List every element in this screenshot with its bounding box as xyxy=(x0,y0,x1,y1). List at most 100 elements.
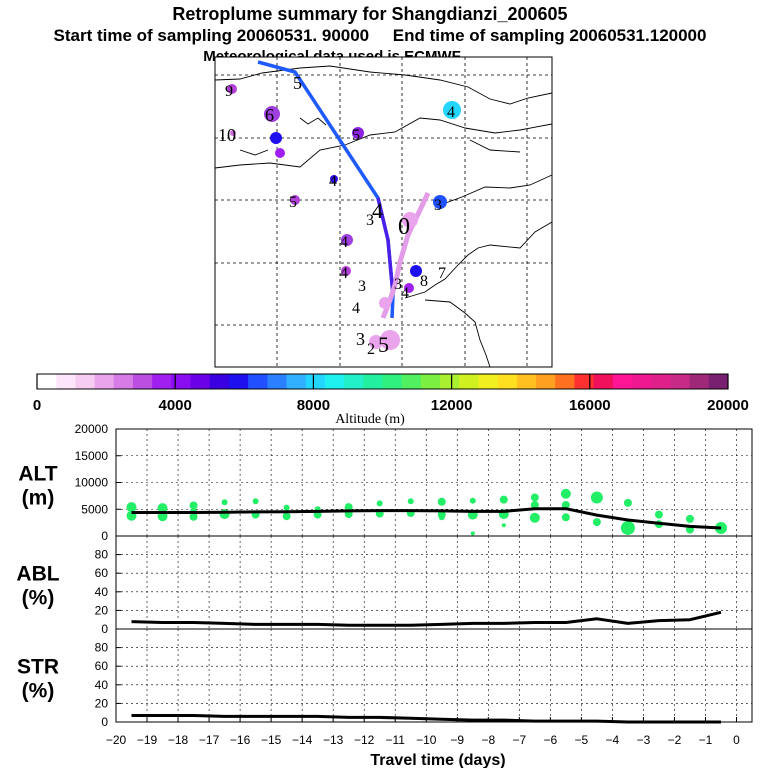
colorbar-swatch xyxy=(708,374,729,389)
x-tick-label: −14 xyxy=(292,733,313,747)
colorbar-swatch xyxy=(37,374,57,389)
x-tick-label: −20 xyxy=(106,733,127,747)
colorbar-swatch xyxy=(267,374,288,389)
map-time-label: 3 xyxy=(434,197,442,214)
panel-frame xyxy=(115,535,753,630)
colorbar-swatch xyxy=(382,374,403,389)
x-tick-label: −1 xyxy=(699,733,713,747)
colorbar-tick-label: 0 xyxy=(33,397,41,414)
colorbar-swatch xyxy=(555,374,575,389)
colorbar-swatch xyxy=(248,374,268,389)
altitude-cluster-point xyxy=(530,493,539,502)
altitude-cluster-point xyxy=(499,495,508,504)
map-time-label: 4 xyxy=(329,173,337,190)
y-axis-unit: (m) xyxy=(22,487,55,510)
colorbar-swatch xyxy=(286,374,307,389)
x-tick-label: −7 xyxy=(512,733,526,747)
colorbar-swatch xyxy=(536,374,556,389)
y-tick-label: 0 xyxy=(101,622,108,636)
colorbar-swatch xyxy=(516,374,537,389)
colorbar-swatch xyxy=(497,374,518,389)
series-line-alt xyxy=(131,507,722,530)
colorbar-swatch xyxy=(459,374,479,389)
colorbar-swatch xyxy=(651,374,671,389)
colorbar-swatch xyxy=(440,374,460,389)
altitude-cluster-point xyxy=(561,513,570,522)
x-tick-label: 0 xyxy=(733,733,740,747)
altitude-cluster-point xyxy=(469,497,476,504)
panel-abl: 80 60 40 20 0 ABL(%) xyxy=(16,535,753,636)
x-tick-label: −17 xyxy=(199,733,220,747)
x-tick-label: −12 xyxy=(354,733,375,747)
altitude-cluster-point xyxy=(592,518,601,527)
colorbar-swatch xyxy=(171,374,192,389)
altitude-cluster-point xyxy=(252,498,259,505)
altitude-cluster-point xyxy=(219,509,230,520)
altitude-cluster-point xyxy=(530,500,539,509)
map-time-label: 5 xyxy=(293,73,302,93)
y-tick-label: 20000 xyxy=(75,422,109,436)
x-tick-label: −19 xyxy=(137,733,158,747)
map-time-label: 4 xyxy=(352,300,360,317)
sampling-times: Start time of sampling 20060531. 90000 E… xyxy=(54,26,707,45)
y-tick-label: 20 xyxy=(95,603,109,617)
y-tick-label: 40 xyxy=(95,678,109,692)
map-time-label: 0 xyxy=(398,214,410,240)
colorbar-swatch xyxy=(152,374,172,389)
plume-centroid-path-low xyxy=(376,197,395,296)
colorbar-swatch xyxy=(574,374,595,389)
colorbar-swatch xyxy=(132,374,153,389)
colorbar-swatch xyxy=(344,374,364,389)
colorbar-swatch xyxy=(305,374,326,389)
y-tick-label: 15000 xyxy=(75,449,109,463)
y-axis-label: ALT xyxy=(18,463,57,486)
x-tick-label: −6 xyxy=(543,733,557,747)
colorbar-swatch xyxy=(190,374,211,389)
map-time-label: 3 xyxy=(366,212,374,229)
map-time-label: 4 xyxy=(401,285,409,302)
y-tick-label: 60 xyxy=(95,659,109,673)
x-tick-label: −5 xyxy=(575,733,589,747)
altitude-cluster-point xyxy=(283,504,290,511)
colorbar-swatch xyxy=(94,374,115,389)
colorbar-swatch xyxy=(612,374,633,389)
colorbar-tick-label: 8000 xyxy=(297,397,330,414)
map-time-label: 3 xyxy=(394,276,402,293)
map-time-label: 5 xyxy=(378,332,389,357)
altitude-cluster-point xyxy=(561,500,570,509)
colorbar-swatch xyxy=(228,374,249,389)
colorbar-swatch xyxy=(56,374,76,389)
colorbar-label: Altitude (m) xyxy=(335,412,405,427)
map-time-label: 5 xyxy=(352,127,360,144)
x-tick-label: −4 xyxy=(606,733,620,747)
altitude-cluster-point xyxy=(189,501,198,510)
y-axis-label: STR xyxy=(17,656,59,679)
altitude-cluster-point xyxy=(529,512,540,523)
map-time-label: 2 xyxy=(367,341,375,358)
map-time-label: 4 xyxy=(340,234,348,251)
map-time-label: 3 xyxy=(358,278,366,295)
colorbar-swatch xyxy=(209,374,230,389)
y-tick-label: 80 xyxy=(95,641,109,655)
series-line-abl xyxy=(131,610,722,627)
x-tick-label: −3 xyxy=(637,733,651,747)
x-tick-label: −16 xyxy=(230,733,251,747)
time-series-panels: 20000150001000050000ALT(m)806040200ABL(%… xyxy=(16,422,753,768)
x-tick-label: −10 xyxy=(416,733,437,747)
altitude-cluster-point xyxy=(376,500,383,507)
map-time-label: 4 xyxy=(340,265,348,282)
map-time-label: 5 xyxy=(289,194,297,211)
coastlines xyxy=(214,65,553,368)
y-tick-label: 60 xyxy=(95,566,109,580)
colorbar-tick-label: 4000 xyxy=(159,397,192,414)
y-tick-label: 10000 xyxy=(75,476,109,490)
altitude-cluster-point xyxy=(282,512,291,521)
altitude-cluster-point xyxy=(590,491,603,504)
y-axis-label: ABL xyxy=(16,563,59,586)
map-time-label: 3 xyxy=(356,329,365,349)
x-axis-label: Travel time (days) xyxy=(370,752,505,768)
map-time-label: 10 xyxy=(218,125,236,145)
panel-frame xyxy=(115,628,753,723)
